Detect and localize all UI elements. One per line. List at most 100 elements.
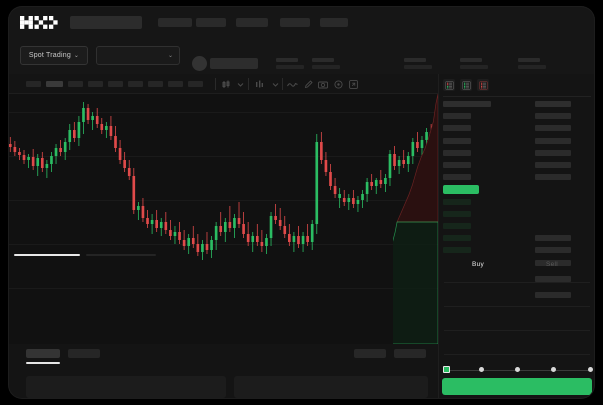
toolbar-divider xyxy=(248,78,249,90)
trade-form-field-1[interactable] xyxy=(535,276,571,282)
orderbook-row-price-2[interactable] xyxy=(443,125,471,132)
tab-buy[interactable]: Buy xyxy=(471,261,485,268)
okx-logo-icon[interactable] xyxy=(20,16,58,29)
slider-stop-1[interactable] xyxy=(478,367,484,372)
tab-open-orders[interactable] xyxy=(26,349,60,358)
pair-select-dropdown[interactable]: ⌄ xyxy=(96,46,180,65)
trading-window: Spot Trading ⌄ ⌄ xyxy=(8,6,595,399)
chevron-down-icon[interactable] xyxy=(234,78,246,90)
stat-label xyxy=(460,58,482,62)
form-divider xyxy=(444,306,590,307)
orderbook-both-icon[interactable] xyxy=(443,79,455,91)
orderbook-row-size-4[interactable] xyxy=(535,149,571,156)
orderbook-asks-icon[interactable] xyxy=(477,79,489,91)
spot-trading-dropdown[interactable]: Spot Trading ⌄ xyxy=(20,46,88,65)
timeframe-button-0[interactable] xyxy=(26,81,41,87)
chevron-down-icon[interactable] xyxy=(269,78,281,90)
orders-panel-left[interactable] xyxy=(26,376,226,398)
orderbook-row-size-12[interactable] xyxy=(535,247,571,254)
trade-form-field-0[interactable] xyxy=(535,260,571,266)
last-price-value xyxy=(210,58,258,69)
timeframe-button-8[interactable] xyxy=(188,81,203,87)
nav-item-0[interactable] xyxy=(158,18,192,27)
nav-item-1[interactable] xyxy=(196,18,226,27)
pencil-icon[interactable] xyxy=(302,78,314,90)
timeframe-button-5[interactable] xyxy=(128,81,143,87)
tab-sell[interactable]: Sell xyxy=(545,261,559,268)
ticker-stat-3 xyxy=(460,58,488,69)
stat-label xyxy=(312,58,334,62)
orders-action-button-2[interactable] xyxy=(394,349,426,358)
slider-stop-4[interactable] xyxy=(587,367,593,372)
orderbook-row-price-3[interactable] xyxy=(443,137,471,144)
orderbook-row-price-11[interactable] xyxy=(443,235,471,242)
timeframe-button-7[interactable] xyxy=(168,81,183,87)
form-divider xyxy=(444,282,590,283)
stat-label xyxy=(404,58,426,62)
fullscreen-icon[interactable] xyxy=(347,78,359,90)
candles-icon[interactable] xyxy=(220,78,232,90)
orders-panel-right[interactable] xyxy=(234,376,428,398)
timeframe-button-6[interactable] xyxy=(148,81,163,87)
settings-icon[interactable] xyxy=(332,78,344,90)
form-divider xyxy=(444,354,590,355)
orderbook-bids-icon[interactable] xyxy=(460,79,472,91)
orderbook-row-size-6[interactable] xyxy=(535,174,571,181)
orders-action-button-1[interactable] xyxy=(354,349,386,358)
stat-value xyxy=(460,65,488,69)
orderbook-row-size-3[interactable] xyxy=(535,137,571,144)
orderbook-row-size-11[interactable] xyxy=(535,235,571,242)
orderbook-row-size-2[interactable] xyxy=(535,125,571,132)
orderbook-panel xyxy=(438,74,595,399)
candlestick-series xyxy=(8,102,438,260)
orderbook-row-price-0[interactable] xyxy=(443,101,491,107)
timeframe-button-3[interactable] xyxy=(88,81,103,87)
price-chart[interactable] xyxy=(8,94,438,344)
stat-value xyxy=(404,65,432,69)
toolbar-divider xyxy=(282,78,283,90)
line-chart-icon[interactable] xyxy=(286,78,298,90)
orderbook-row-price-6[interactable] xyxy=(443,174,471,181)
amount-slider-handle[interactable] xyxy=(443,366,450,373)
camera-icon[interactable] xyxy=(317,78,329,90)
orderbook-row-size-0[interactable] xyxy=(535,101,571,107)
tab-order-history[interactable] xyxy=(68,349,100,358)
nav-item-2[interactable] xyxy=(236,18,268,27)
timeframe-button-1[interactable] xyxy=(46,81,63,87)
stat-value xyxy=(276,65,304,69)
orderbook-row-price-4[interactable] xyxy=(443,149,471,156)
orderbook-row-size-5[interactable] xyxy=(535,162,571,168)
gridline-4 xyxy=(8,288,438,289)
orderbook-row-price-5[interactable] xyxy=(443,162,471,168)
gridline-3 xyxy=(8,244,438,245)
orderbook-row-price-9[interactable] xyxy=(443,210,471,217)
submit-buy-button[interactable] xyxy=(442,378,592,395)
buy-tab-underline xyxy=(14,254,80,256)
instrument-bar: Spot Trading ⌄ ⌄ xyxy=(8,38,595,74)
active-tab-underline xyxy=(26,362,60,364)
chevron-down-icon: ⌄ xyxy=(73,53,80,59)
orderbook-row-price-12[interactable] xyxy=(443,247,471,254)
orderbook-row-price-7[interactable] xyxy=(443,185,479,195)
orders-tab-strip xyxy=(8,344,438,366)
timeframe-button-2[interactable] xyxy=(68,81,83,87)
slider-stop-2[interactable] xyxy=(515,367,520,372)
stat-value xyxy=(518,65,546,69)
nav-item-4[interactable] xyxy=(320,18,348,27)
timeframe-button-4[interactable] xyxy=(108,81,123,87)
orderbook-row-price-1[interactable] xyxy=(443,113,471,120)
orderbook-row-size-1[interactable] xyxy=(535,113,571,120)
global-search-input[interactable] xyxy=(70,16,142,29)
form-divider xyxy=(444,330,590,331)
gridline-2 xyxy=(8,200,438,201)
slider-stop-3[interactable] xyxy=(551,367,557,372)
nav-item-3[interactable] xyxy=(280,18,310,27)
orderbook-view-toggles xyxy=(443,79,489,91)
orderbook-row-price-10[interactable] xyxy=(443,223,471,229)
indicator-icon[interactable] xyxy=(253,78,265,90)
toolbar-divider xyxy=(215,78,216,90)
trade-form-field-2[interactable] xyxy=(535,292,571,298)
ticker-stat-4 xyxy=(518,58,546,69)
orderbook-row-price-8[interactable] xyxy=(443,198,471,205)
